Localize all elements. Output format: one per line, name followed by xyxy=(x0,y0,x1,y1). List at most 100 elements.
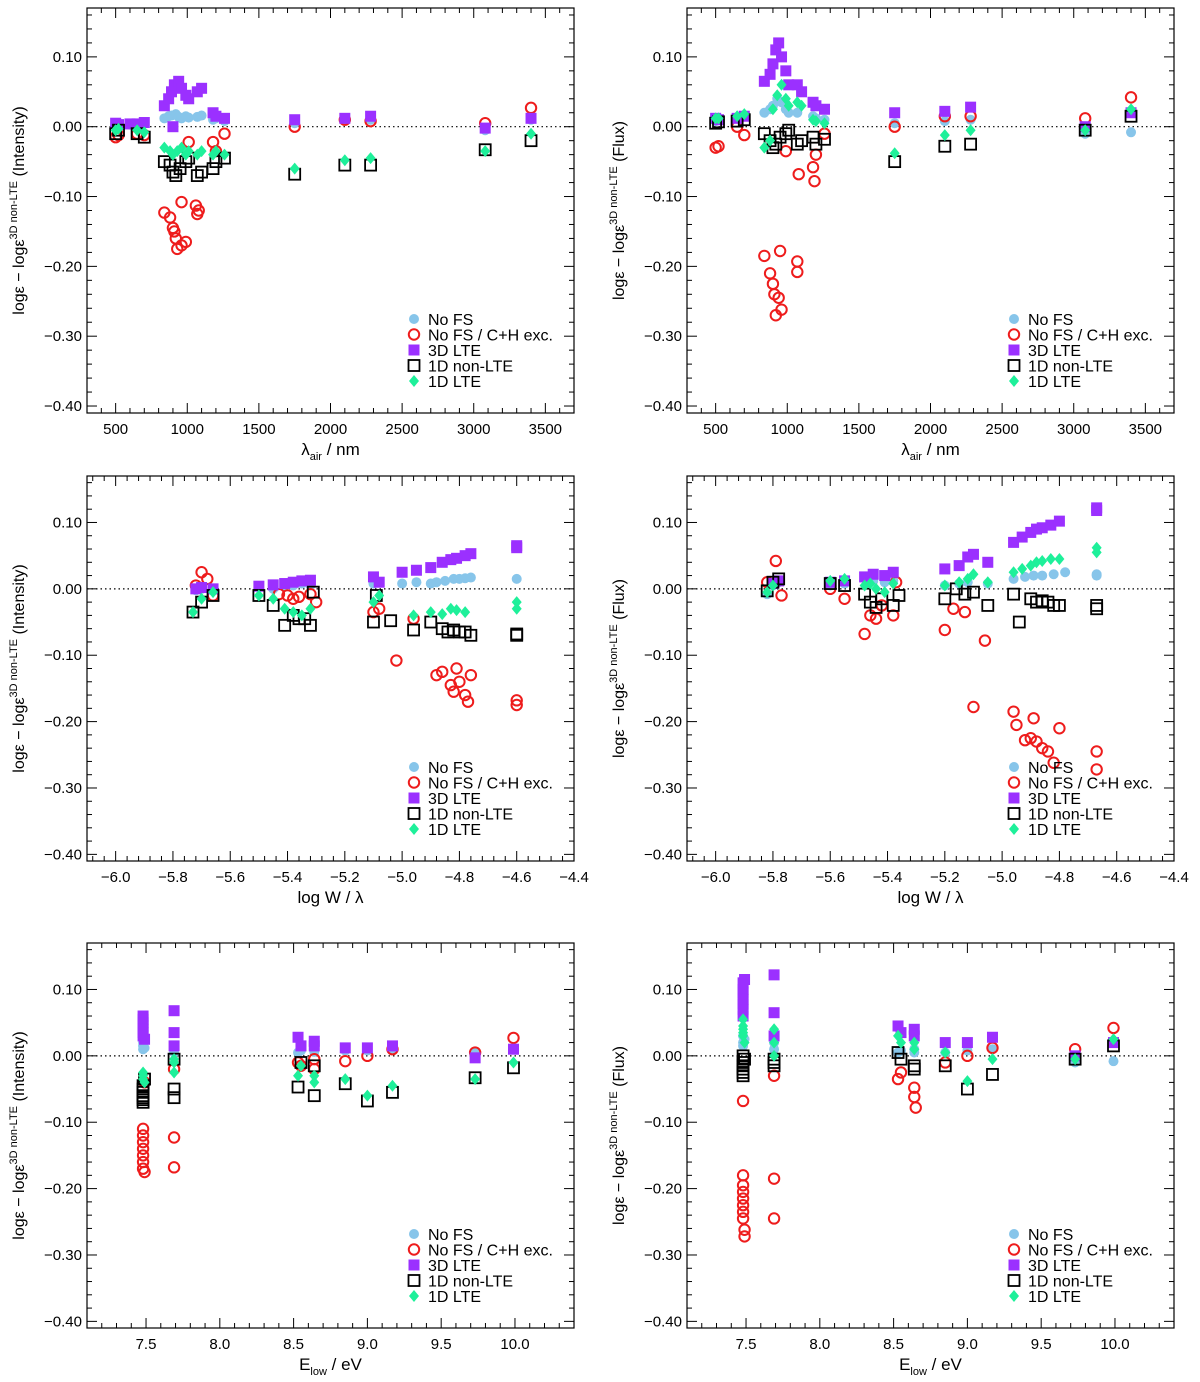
data-point-lte3d xyxy=(939,1037,951,1049)
data-point-nlte1d xyxy=(736,1069,750,1083)
data-point-lte1d xyxy=(340,1073,351,1086)
data-point-nofsch xyxy=(791,265,804,279)
plot-frame xyxy=(86,942,575,1329)
y-axis-label: logε − logε3D non-LTE (Intensity) xyxy=(8,106,28,314)
data-point-nofsch xyxy=(450,662,463,675)
legend-label-nofsch: No FS / C+H exc. xyxy=(428,328,553,345)
data-point-nofs xyxy=(183,112,194,123)
data-point-nlte1d xyxy=(891,1046,905,1059)
data-point-nlte1d xyxy=(1012,615,1026,629)
legend-label-nofs: No FS xyxy=(428,1227,473,1244)
data-point-lte3d xyxy=(739,974,751,986)
data-point-lte3d xyxy=(758,75,770,87)
data-point-lte1d xyxy=(767,103,778,116)
legend-label-nofsch: No FS / C+H exc. xyxy=(1028,328,1153,345)
y-axis-label-sup: 3D non-LTE xyxy=(608,1091,620,1150)
data-point-nofsch xyxy=(736,1179,750,1192)
data-point-nlte1d xyxy=(384,614,398,628)
x-tick-label: 8.5 xyxy=(283,1336,304,1353)
data-point-nofsch xyxy=(447,685,460,698)
data-point-lte3d xyxy=(908,1030,920,1042)
data-point-lte3d xyxy=(396,566,408,578)
data-point-lte3d xyxy=(469,1052,481,1064)
data-point-lte3d xyxy=(507,1043,519,1055)
data-point-nofsch xyxy=(510,698,523,712)
data-point-lte3d xyxy=(361,1042,373,1054)
data-point-lte1d xyxy=(765,134,776,147)
data-point-nlte1d xyxy=(167,1091,181,1105)
data-point-lte3d xyxy=(279,578,291,590)
x-axis-label-main: E xyxy=(899,1355,910,1374)
data-point-nofsch xyxy=(736,1169,750,1182)
data-point-lte1d xyxy=(954,576,965,589)
y-axis-label-kind: (Flux) xyxy=(611,1046,628,1091)
data-point-lte1d xyxy=(295,1059,306,1072)
data-point-lte3d xyxy=(445,554,457,566)
y-axis-label: logε − logε3D non-LTE (Intensity) xyxy=(8,564,28,772)
y-tick-label: −0.20 xyxy=(644,714,682,731)
data-point-nlte1d xyxy=(894,1052,908,1066)
data-point-lte3d xyxy=(892,1020,904,1032)
data-point-lte1d xyxy=(309,1069,320,1082)
data-point-lte3d xyxy=(1091,502,1103,514)
data-point-lte3d xyxy=(1016,531,1028,543)
data-point-lte3d xyxy=(967,548,979,560)
data-point-nlte1d xyxy=(1090,602,1104,616)
y-axis-label-kind: (Flux) xyxy=(611,579,628,624)
y-tick-label: −0.10 xyxy=(644,189,682,206)
plot-frame xyxy=(686,942,1175,1329)
y-tick-label: 0.10 xyxy=(53,514,82,531)
x-axis-label-unit: / eV xyxy=(927,1355,963,1374)
data-point-lte3d xyxy=(737,1003,749,1015)
legend-label-lte3d: 3D LTE xyxy=(1028,343,1081,360)
data-point-nofs xyxy=(1028,570,1039,581)
data-point-lte1d xyxy=(895,1036,906,1049)
data-point-nlte1d xyxy=(967,585,980,599)
data-point-nlte1d xyxy=(169,169,183,182)
data-point-nofsch xyxy=(779,144,793,158)
data-point-nofsch xyxy=(738,1223,751,1236)
x-tick-label: −4.6 xyxy=(1102,869,1132,886)
data-point-lte3d xyxy=(1045,519,1057,531)
data-point-lte1d xyxy=(132,124,143,137)
data-point-nlte1d xyxy=(1090,599,1104,612)
x-axis-label-main: λ xyxy=(901,440,910,459)
legend-label-nofsch: No FS / C+H exc. xyxy=(1028,1243,1153,1260)
data-point-lte1d xyxy=(865,577,876,590)
legend-label-nlte1d: 1D non-LTE xyxy=(428,1274,513,1291)
data-point-nofsch xyxy=(1090,745,1103,758)
data-point-nlte1d xyxy=(938,1059,952,1073)
data-point-nlte1d xyxy=(738,1052,751,1066)
x-tick-label: 10.0 xyxy=(1100,1336,1129,1353)
data-point-lte1d xyxy=(879,586,890,599)
data-point-lte3d xyxy=(768,969,780,981)
data-point-lte3d xyxy=(168,1040,180,1052)
x-axis-label-sub: air xyxy=(310,451,323,463)
data-point-nofs xyxy=(431,577,442,588)
data-point-lte3d xyxy=(173,75,185,87)
legend-label-nlte1d: 1D non-LTE xyxy=(428,807,513,824)
legend-label-lte3d: 3D LTE xyxy=(428,791,481,808)
legend-label-nofsch: No FS / C+H exc. xyxy=(428,776,553,793)
data-point-lte1d xyxy=(387,1079,398,1092)
legend-label-lte1d: 1D LTE xyxy=(1028,1289,1081,1306)
data-point-nofsch xyxy=(458,688,472,702)
data-point-nlte1d xyxy=(307,1089,321,1103)
data-point-lte3d xyxy=(889,107,901,119)
data-point-lte1d xyxy=(738,1013,749,1026)
data-point-nofsch xyxy=(736,1205,750,1219)
data-point-nofsch xyxy=(767,1172,781,1185)
data-point-lte3d xyxy=(296,575,308,587)
data-point-nofs xyxy=(889,118,900,129)
x-tick-label: −5.8 xyxy=(758,869,788,886)
data-point-nofsch xyxy=(169,232,183,245)
data-point-lte3d xyxy=(167,121,179,133)
data-point-nofsch xyxy=(1018,733,1032,747)
data-point-nofsch xyxy=(1010,718,1023,732)
data-point-nlte1d xyxy=(958,587,972,601)
legend-marker-nofs xyxy=(1009,314,1019,324)
data-point-lte3d xyxy=(465,548,477,560)
data-point-lte3d xyxy=(768,1030,780,1042)
y-tick-label: −0.40 xyxy=(644,398,682,415)
x-tick-label: 500 xyxy=(703,421,728,438)
